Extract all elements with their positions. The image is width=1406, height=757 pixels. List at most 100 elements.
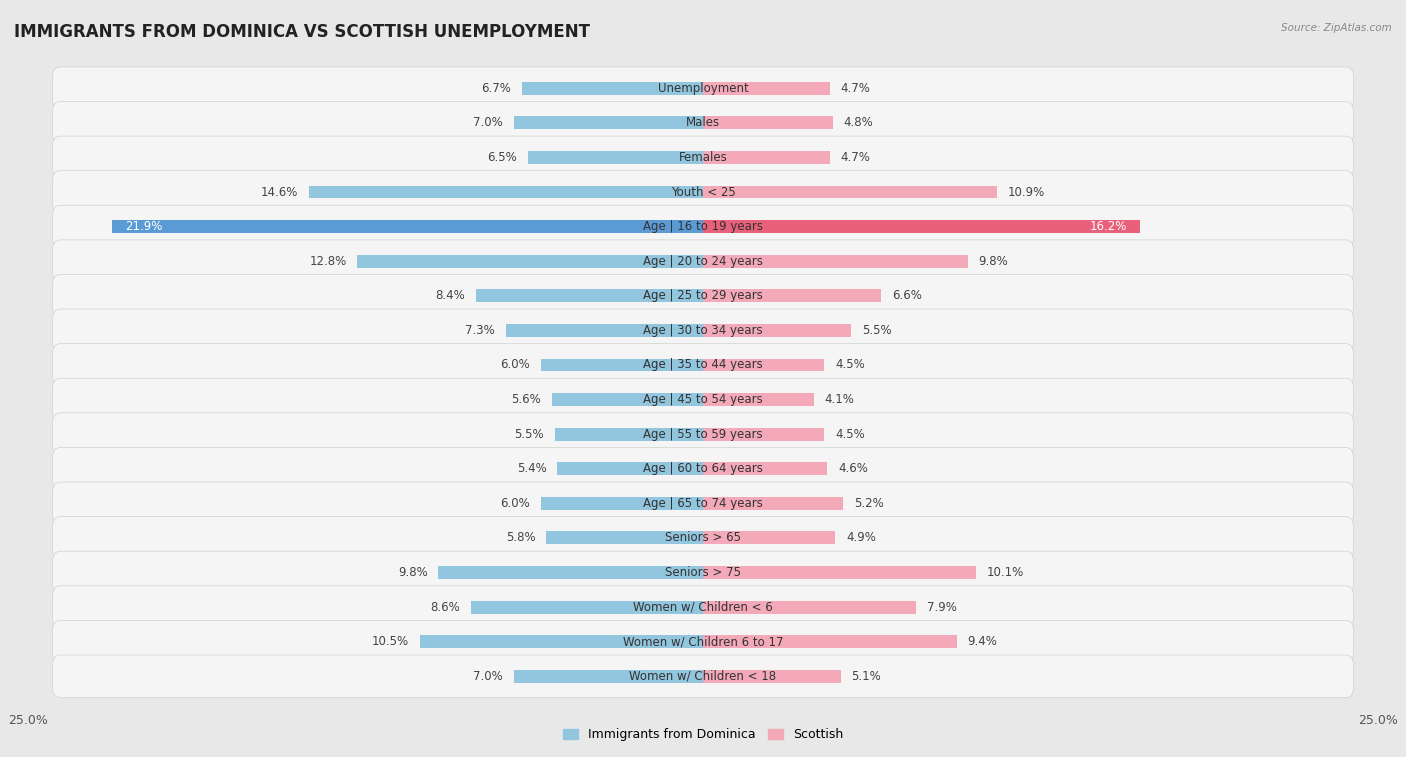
- Bar: [551, 393, 703, 406]
- Bar: [547, 531, 703, 544]
- FancyBboxPatch shape: [52, 586, 1354, 628]
- Legend: Immigrants from Dominica, Scottish: Immigrants from Dominica, Scottish: [558, 723, 848, 746]
- Bar: [703, 185, 997, 198]
- Text: 4.7%: 4.7%: [841, 151, 870, 164]
- Bar: [703, 600, 917, 614]
- Text: Women w/ Children 6 to 17: Women w/ Children 6 to 17: [623, 635, 783, 648]
- Text: Youth < 25: Youth < 25: [671, 185, 735, 198]
- FancyBboxPatch shape: [52, 621, 1354, 663]
- FancyBboxPatch shape: [52, 275, 1354, 317]
- Bar: [506, 324, 703, 337]
- FancyBboxPatch shape: [52, 551, 1354, 594]
- Bar: [112, 220, 703, 233]
- Text: 8.4%: 8.4%: [436, 289, 465, 302]
- FancyBboxPatch shape: [52, 309, 1354, 352]
- Bar: [703, 254, 967, 268]
- Bar: [703, 635, 956, 648]
- Text: Males: Males: [686, 117, 720, 129]
- Bar: [703, 289, 882, 302]
- Text: 5.6%: 5.6%: [512, 393, 541, 406]
- Text: Age | 45 to 54 years: Age | 45 to 54 years: [643, 393, 763, 406]
- Bar: [541, 497, 703, 510]
- Text: 10.5%: 10.5%: [371, 635, 409, 648]
- Text: 7.9%: 7.9%: [927, 600, 957, 614]
- Text: IMMIGRANTS FROM DOMINICA VS SCOTTISH UNEMPLOYMENT: IMMIGRANTS FROM DOMINICA VS SCOTTISH UNE…: [14, 23, 591, 41]
- Text: 4.8%: 4.8%: [844, 117, 873, 129]
- Bar: [557, 463, 703, 475]
- Bar: [703, 531, 835, 544]
- FancyBboxPatch shape: [52, 101, 1354, 144]
- FancyBboxPatch shape: [52, 136, 1354, 179]
- Text: 9.8%: 9.8%: [979, 254, 1008, 268]
- Bar: [703, 463, 827, 475]
- Bar: [703, 359, 824, 372]
- Text: 14.6%: 14.6%: [260, 185, 298, 198]
- Text: 4.5%: 4.5%: [835, 428, 865, 441]
- Text: 8.6%: 8.6%: [430, 600, 460, 614]
- Bar: [477, 289, 703, 302]
- Text: 21.9%: 21.9%: [125, 220, 163, 233]
- Bar: [554, 428, 703, 441]
- Text: Age | 16 to 19 years: Age | 16 to 19 years: [643, 220, 763, 233]
- Text: 9.8%: 9.8%: [398, 566, 427, 579]
- Text: 6.6%: 6.6%: [891, 289, 922, 302]
- Text: 7.0%: 7.0%: [474, 117, 503, 129]
- Text: Age | 65 to 74 years: Age | 65 to 74 years: [643, 497, 763, 510]
- Text: Seniors > 65: Seniors > 65: [665, 531, 741, 544]
- Text: 5.2%: 5.2%: [855, 497, 884, 510]
- Text: 16.2%: 16.2%: [1090, 220, 1126, 233]
- Bar: [419, 635, 703, 648]
- Text: 4.9%: 4.9%: [846, 531, 876, 544]
- Text: 6.0%: 6.0%: [501, 497, 530, 510]
- Text: Age | 60 to 64 years: Age | 60 to 64 years: [643, 463, 763, 475]
- Bar: [703, 151, 830, 164]
- Text: Females: Females: [679, 151, 727, 164]
- Bar: [703, 393, 814, 406]
- Bar: [703, 670, 841, 683]
- Text: 9.4%: 9.4%: [967, 635, 997, 648]
- FancyBboxPatch shape: [52, 240, 1354, 282]
- Bar: [703, 428, 824, 441]
- Bar: [541, 359, 703, 372]
- FancyBboxPatch shape: [52, 482, 1354, 525]
- Text: Source: ZipAtlas.com: Source: ZipAtlas.com: [1281, 23, 1392, 33]
- Text: Age | 20 to 24 years: Age | 20 to 24 years: [643, 254, 763, 268]
- FancyBboxPatch shape: [52, 516, 1354, 559]
- Text: Unemployment: Unemployment: [658, 82, 748, 95]
- Bar: [527, 151, 703, 164]
- Bar: [515, 670, 703, 683]
- Text: 6.0%: 6.0%: [501, 359, 530, 372]
- Bar: [703, 220, 1140, 233]
- Text: 5.1%: 5.1%: [852, 670, 882, 683]
- Bar: [439, 566, 703, 579]
- FancyBboxPatch shape: [52, 378, 1354, 421]
- FancyBboxPatch shape: [52, 67, 1354, 110]
- Text: Seniors > 75: Seniors > 75: [665, 566, 741, 579]
- Bar: [703, 497, 844, 510]
- FancyBboxPatch shape: [52, 413, 1354, 456]
- Text: 4.7%: 4.7%: [841, 82, 870, 95]
- Text: 7.3%: 7.3%: [465, 324, 495, 337]
- FancyBboxPatch shape: [52, 170, 1354, 213]
- Bar: [515, 117, 703, 129]
- Text: 4.6%: 4.6%: [838, 463, 868, 475]
- Text: 6.7%: 6.7%: [481, 82, 512, 95]
- Text: Women w/ Children < 6: Women w/ Children < 6: [633, 600, 773, 614]
- Text: Women w/ Children < 18: Women w/ Children < 18: [630, 670, 776, 683]
- Bar: [357, 254, 703, 268]
- Text: Age | 55 to 59 years: Age | 55 to 59 years: [643, 428, 763, 441]
- Text: Age | 30 to 34 years: Age | 30 to 34 years: [643, 324, 763, 337]
- Bar: [703, 324, 852, 337]
- Bar: [471, 600, 703, 614]
- Text: 6.5%: 6.5%: [486, 151, 517, 164]
- FancyBboxPatch shape: [52, 655, 1354, 698]
- Bar: [309, 185, 703, 198]
- Bar: [703, 566, 976, 579]
- Text: 4.5%: 4.5%: [835, 359, 865, 372]
- FancyBboxPatch shape: [52, 344, 1354, 386]
- Text: 10.9%: 10.9%: [1008, 185, 1045, 198]
- FancyBboxPatch shape: [52, 205, 1354, 248]
- Text: 5.8%: 5.8%: [506, 531, 536, 544]
- Bar: [703, 117, 832, 129]
- Text: 5.4%: 5.4%: [516, 463, 547, 475]
